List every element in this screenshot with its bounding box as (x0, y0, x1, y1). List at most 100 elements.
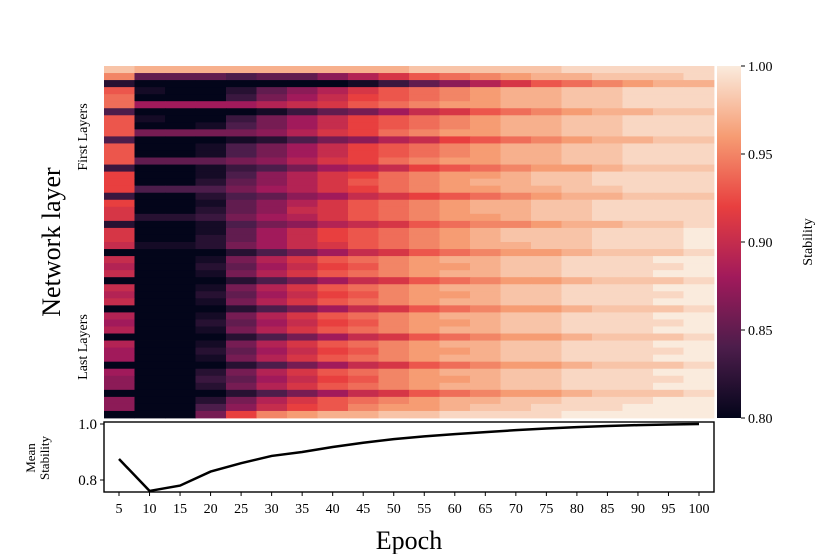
heatmap-cell (500, 206, 532, 215)
heatmap-cell (134, 150, 166, 158)
heatmap-cell (531, 108, 562, 116)
heatmap-cell (165, 263, 196, 271)
heatmap-cell (500, 108, 532, 116)
heatmap-cell (500, 94, 532, 102)
heatmap-cell (561, 213, 593, 222)
heatmap-cell (104, 143, 135, 151)
heatmap-cell (287, 206, 318, 215)
mean-stability-line (118, 422, 700, 493)
heatmap-cell (622, 396, 654, 405)
heatmap-cell (348, 199, 379, 208)
heatmap-cell (683, 94, 715, 102)
heatmap-cell (256, 277, 288, 285)
heatmap-cell (348, 129, 379, 137)
heatmap-cell (500, 396, 532, 405)
heatmap-cell (592, 263, 623, 271)
heatmap-cell (226, 312, 257, 320)
heatmap-cell (622, 312, 654, 320)
x-tick-label: 25 (234, 502, 248, 517)
heatmap-cell (317, 277, 349, 285)
heatmap-cell (500, 87, 532, 95)
heatmap-cell (195, 178, 227, 187)
heatmap-cell (500, 270, 532, 278)
heatmap-cell (165, 150, 196, 158)
heatmap-cell (256, 171, 288, 180)
heatmap-cell (531, 220, 562, 229)
heatmap-cell (195, 368, 227, 377)
heatmap-cell (226, 73, 257, 81)
heatmap-cell (226, 101, 257, 109)
heatmap-cell (256, 242, 288, 250)
heatmap-cell (470, 375, 501, 384)
heatmap-cell (653, 333, 684, 341)
heatmap-cell (348, 312, 379, 320)
heatmap-cell (104, 164, 135, 172)
group-label-first-layers: First Layers (76, 103, 91, 170)
heatmap-cell (500, 256, 532, 264)
heatmap-cell (134, 410, 166, 419)
heatmap-cell (378, 242, 410, 250)
heatmap-cell (195, 66, 227, 74)
heatmap-cell (348, 410, 379, 419)
heatmap-cell (470, 80, 501, 88)
heatmap-cell (592, 157, 623, 165)
heatmap-cell (439, 227, 471, 236)
heatmap-cell (378, 291, 410, 299)
heatmap-cell (592, 213, 623, 222)
heatmap-cell (622, 73, 654, 81)
heatmap-cell (683, 122, 715, 130)
heatmap-cell (561, 87, 593, 95)
heatmap-cell (348, 284, 379, 292)
heatmap-cell (378, 129, 410, 137)
heatmap-cell (317, 305, 349, 313)
heatmap-cell (683, 136, 715, 144)
heatmap-cell (531, 185, 562, 194)
heatmap-cell (317, 115, 349, 123)
heatmap-cell (165, 220, 196, 229)
heatmap-cell (561, 178, 593, 187)
heatmap-cell (500, 298, 532, 306)
heatmap-cell (592, 361, 623, 370)
heatmap-cell (348, 242, 379, 250)
heatmap-cell (134, 375, 166, 384)
heatmap-cell (409, 199, 440, 208)
heatmap-cell (470, 206, 501, 215)
heatmap-cell (134, 136, 166, 144)
heatmap-cell (104, 122, 135, 130)
heatmap-cell (531, 192, 562, 201)
heatmap-cell (104, 354, 135, 363)
heatmap-cell (531, 164, 562, 172)
heatmap-cell (256, 298, 288, 306)
heatmap-cell (256, 410, 288, 419)
heatmap-cell (317, 410, 349, 419)
heatmap-cell (134, 284, 166, 292)
heatmap-cell (226, 108, 257, 116)
heatmap-cell (104, 291, 135, 299)
heatmap-cell (653, 347, 684, 356)
heatmap-cell (653, 298, 684, 306)
heatmap-cell (531, 242, 562, 250)
heatmap-cell (134, 213, 166, 222)
heatmap-cell (134, 263, 166, 271)
heatmap-cell (134, 143, 166, 151)
heatmap-cell (165, 115, 196, 123)
heatmap-cell (317, 136, 349, 144)
heatmap-cell (226, 129, 257, 137)
heatmap-cell (653, 354, 684, 363)
heatmap-cell (653, 312, 684, 320)
heatmap-cell (561, 256, 593, 264)
heatmap-cell (195, 192, 227, 201)
heatmap-cell (622, 326, 654, 334)
heatmap-cell (439, 101, 471, 109)
heatmap-cell (287, 87, 318, 95)
heatmap-cell (195, 249, 227, 257)
colorbar-tick-label: 0.90 (748, 236, 773, 251)
heatmap-cell (622, 354, 654, 363)
heatmap-cell (531, 206, 562, 215)
heatmap-cell (348, 80, 379, 88)
heatmap-cell (531, 333, 562, 341)
heatmap-cell (653, 199, 684, 208)
heatmap-cell (622, 291, 654, 299)
heatmap-cell (409, 87, 440, 95)
heatmap-cell (317, 171, 349, 180)
